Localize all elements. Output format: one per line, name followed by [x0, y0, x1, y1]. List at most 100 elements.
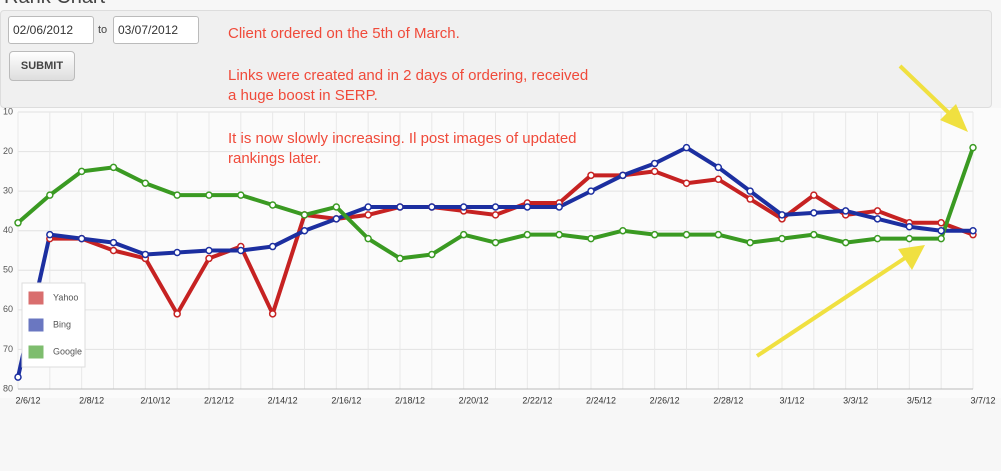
to-date-input[interactable]: 03/07/2012 — [113, 16, 199, 44]
x-tick-label: 2/12/12 — [204, 395, 234, 405]
data-point — [619, 171, 627, 180]
data-point — [491, 203, 500, 211]
data-point — [268, 201, 277, 209]
data-point — [682, 179, 691, 187]
data-point — [205, 246, 213, 255]
data-point — [555, 203, 563, 211]
data-point — [173, 248, 181, 257]
y-tick-label: 60 — [3, 304, 13, 314]
data-point — [555, 230, 563, 239]
legend-label: Bing — [53, 319, 71, 329]
x-tick-label: 2/20/12 — [459, 395, 489, 405]
annotation: Client ordered on the 5th of March. — [228, 25, 460, 42]
y-tick-label: 80 — [3, 383, 13, 393]
data-point — [141, 179, 150, 187]
data-point — [77, 234, 86, 243]
x-tick-label: 2/28/12 — [713, 395, 743, 405]
data-point — [937, 219, 945, 227]
data-point — [682, 143, 691, 152]
data-point — [46, 191, 54, 199]
data-point — [587, 171, 595, 180]
data-point — [109, 246, 118, 255]
data-point — [810, 230, 818, 239]
data-point — [428, 250, 436, 259]
data-point — [396, 203, 404, 211]
data-point — [396, 254, 404, 263]
data-point — [332, 203, 341, 211]
data-point — [969, 226, 977, 235]
data-point — [300, 211, 309, 219]
data-point — [205, 191, 213, 199]
data-point — [205, 254, 213, 263]
heading: Rank Chart — [4, 0, 105, 9]
x-tick-label: 2/26/12 — [650, 395, 680, 405]
data-point — [619, 226, 627, 235]
data-point — [778, 234, 786, 243]
y-tick-label: 30 — [3, 186, 13, 196]
y-tick-label: 10 — [3, 106, 13, 116]
data-point — [650, 167, 659, 176]
legend-label: Yahoo — [53, 292, 78, 302]
data-point — [746, 238, 754, 247]
data-point — [237, 191, 245, 199]
annotation: Links were created and in 2 days of orde… — [228, 67, 588, 84]
x-tick-label: 3/7/12 — [970, 395, 995, 405]
x-tick-label: 3/5/12 — [907, 395, 932, 405]
data-point — [523, 203, 532, 211]
x-tick-label: 2/24/12 — [586, 395, 616, 405]
data-point — [109, 238, 118, 247]
arrow — [755, 64, 968, 358]
annotation: It is now slowly increasing. Il post ima… — [228, 130, 577, 147]
data-point — [682, 230, 691, 239]
x-tick-label: 2/22/12 — [522, 395, 552, 405]
data-point — [746, 187, 754, 195]
data-point — [523, 230, 532, 239]
data-point — [332, 215, 341, 223]
data-point — [109, 163, 118, 172]
data-point — [173, 310, 181, 318]
data-point — [873, 215, 882, 223]
x-tick-label: 2/16/12 — [331, 395, 361, 405]
legend-label: Google — [53, 346, 82, 356]
from-date-input[interactable]: 02/06/2012 — [8, 16, 94, 44]
x-tick-label: 2/6/12 — [15, 395, 40, 405]
data-point — [428, 203, 436, 211]
data-point — [587, 187, 595, 195]
data-point — [459, 230, 468, 239]
data-point — [810, 191, 818, 199]
data-point — [873, 234, 882, 243]
data-point — [268, 242, 277, 251]
data-point — [714, 230, 723, 239]
y-tick-label: 50 — [3, 265, 13, 275]
legend-swatch — [28, 345, 44, 359]
legend-swatch — [28, 291, 44, 305]
annotation: rankings later. — [228, 150, 321, 167]
x-tick-label: 3/3/12 — [843, 395, 868, 405]
data-point — [364, 203, 372, 211]
data-point — [841, 207, 850, 215]
data-point — [937, 234, 945, 243]
data-point — [268, 310, 277, 318]
data-point — [491, 238, 500, 247]
data-point — [491, 211, 500, 219]
data-point — [778, 211, 786, 219]
submit-button[interactable]: SUBMIT — [9, 51, 75, 81]
data-point — [459, 203, 468, 211]
x-tick-label: 2/14/12 — [268, 395, 298, 405]
x-tick-label: 3/1/12 — [779, 395, 804, 405]
legend-swatch — [28, 318, 44, 332]
x-tick-label: 2/8/12 — [79, 395, 104, 405]
data-point — [650, 159, 659, 168]
data-point — [810, 209, 818, 217]
data-point — [14, 219, 22, 227]
x-tick-label: 2/10/12 — [140, 395, 170, 405]
y-tick-label: 20 — [3, 146, 13, 156]
data-point — [873, 207, 882, 215]
data-point — [14, 373, 22, 381]
data-point — [300, 226, 309, 235]
data-point — [141, 250, 150, 259]
data-point — [587, 234, 595, 243]
y-tick-label: 40 — [3, 225, 13, 235]
data-point — [905, 234, 914, 243]
